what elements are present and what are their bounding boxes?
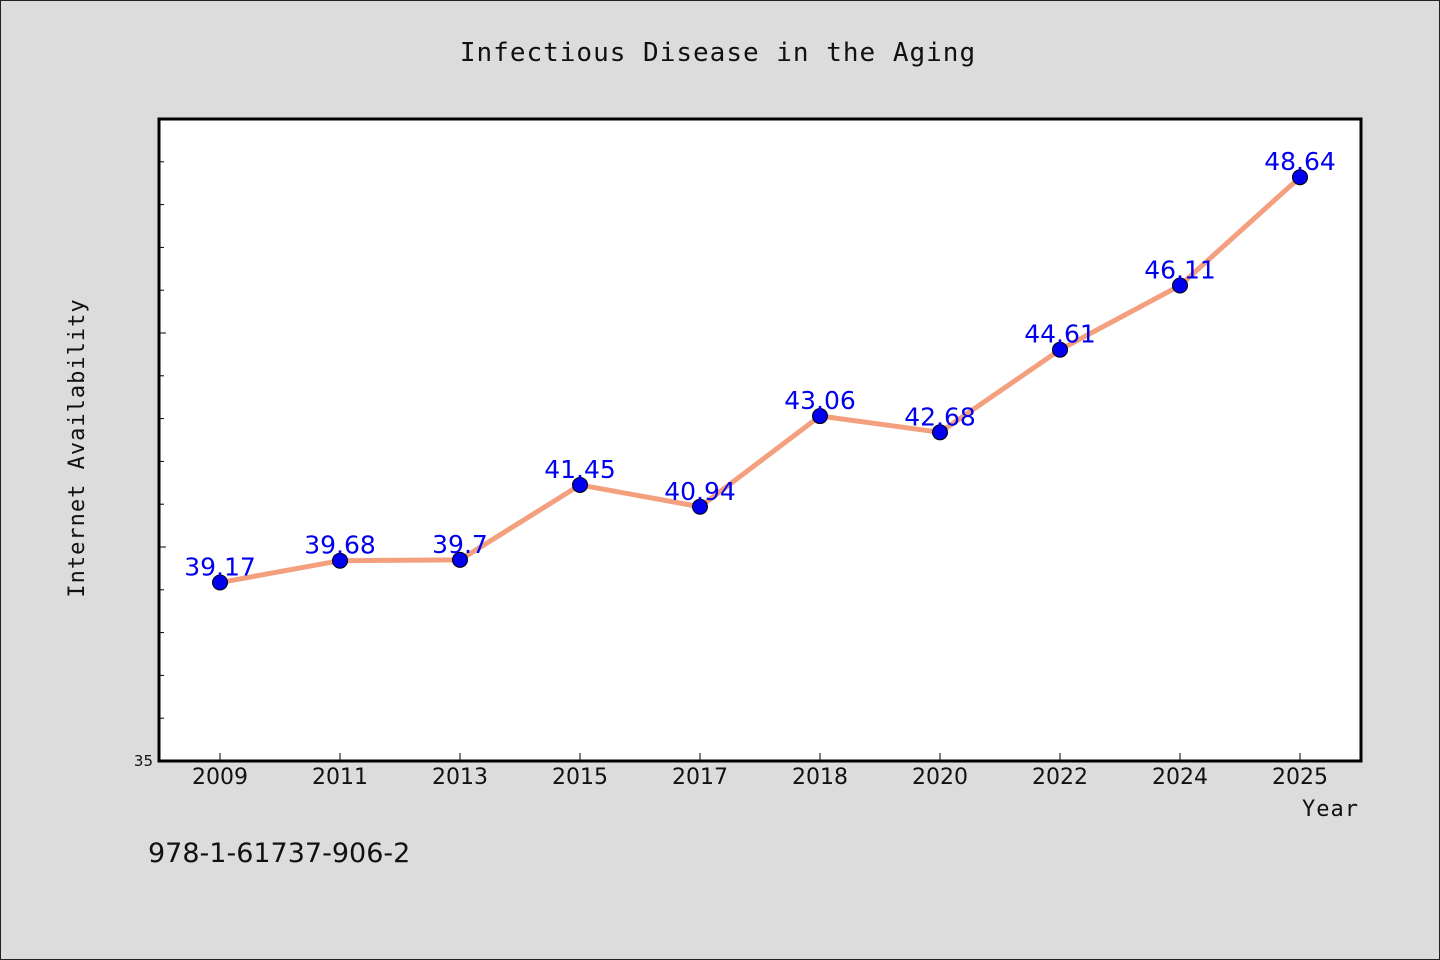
x-tick-label: 2018 [792, 765, 848, 790]
x-tick-label: 2011 [312, 765, 368, 790]
data-point [452, 551, 468, 568]
data-label: 42.68 [904, 402, 976, 431]
x-tick-label: 2013 [432, 765, 488, 790]
data-label: 48.64 [1264, 147, 1336, 176]
plot-area [157, 117, 1363, 763]
x-tick-label: 2015 [552, 765, 608, 790]
data-point [1052, 341, 1068, 358]
data-label: 41.45 [544, 455, 616, 484]
data-point [692, 498, 708, 515]
x-tick-label: 2020 [912, 765, 968, 790]
data-point [932, 424, 948, 441]
data-point [812, 408, 828, 425]
x-tick-label: 2017 [672, 765, 728, 790]
data-label: 43.06 [784, 386, 856, 415]
y-tick-label: 35 [134, 752, 153, 770]
x-tick-label: 2022 [1032, 765, 1088, 790]
data-point [332, 552, 348, 569]
isbn-text: 978-1-61737-906-2 [148, 838, 410, 869]
series-line [217, 174, 1303, 586]
x-tick-label: 2025 [1272, 765, 1328, 790]
y-axis-label: Internet Availability [65, 298, 90, 597]
x-axis-ticks: 2009 2011 2013 2015 2017 2018 2020 2022 2024 2025 [192, 753, 1328, 790]
data-point [572, 476, 588, 493]
chart-title: Infectious Disease in the Aging [460, 38, 976, 68]
data-label: 39.7 [432, 530, 488, 559]
x-axis-label: Year [1302, 797, 1359, 822]
y-axis-ticks: 35 [134, 118, 166, 770]
x-tick-label: 2024 [1152, 765, 1208, 790]
data-point [1292, 169, 1308, 186]
x-tick-label: 2009 [192, 765, 248, 790]
data-label: 40.94 [664, 477, 736, 506]
series-layer: 39.17 39.68 39.7 41.45 40.94 43.06 42.68 44.61 4… [184, 147, 1336, 591]
data-point [1172, 277, 1188, 294]
data-label: 46.11 [1144, 255, 1216, 284]
data-label: 39.17 [184, 553, 256, 582]
data-label: 44.61 [1024, 320, 1096, 349]
data-point [212, 574, 228, 591]
data-label: 39.68 [304, 531, 376, 560]
